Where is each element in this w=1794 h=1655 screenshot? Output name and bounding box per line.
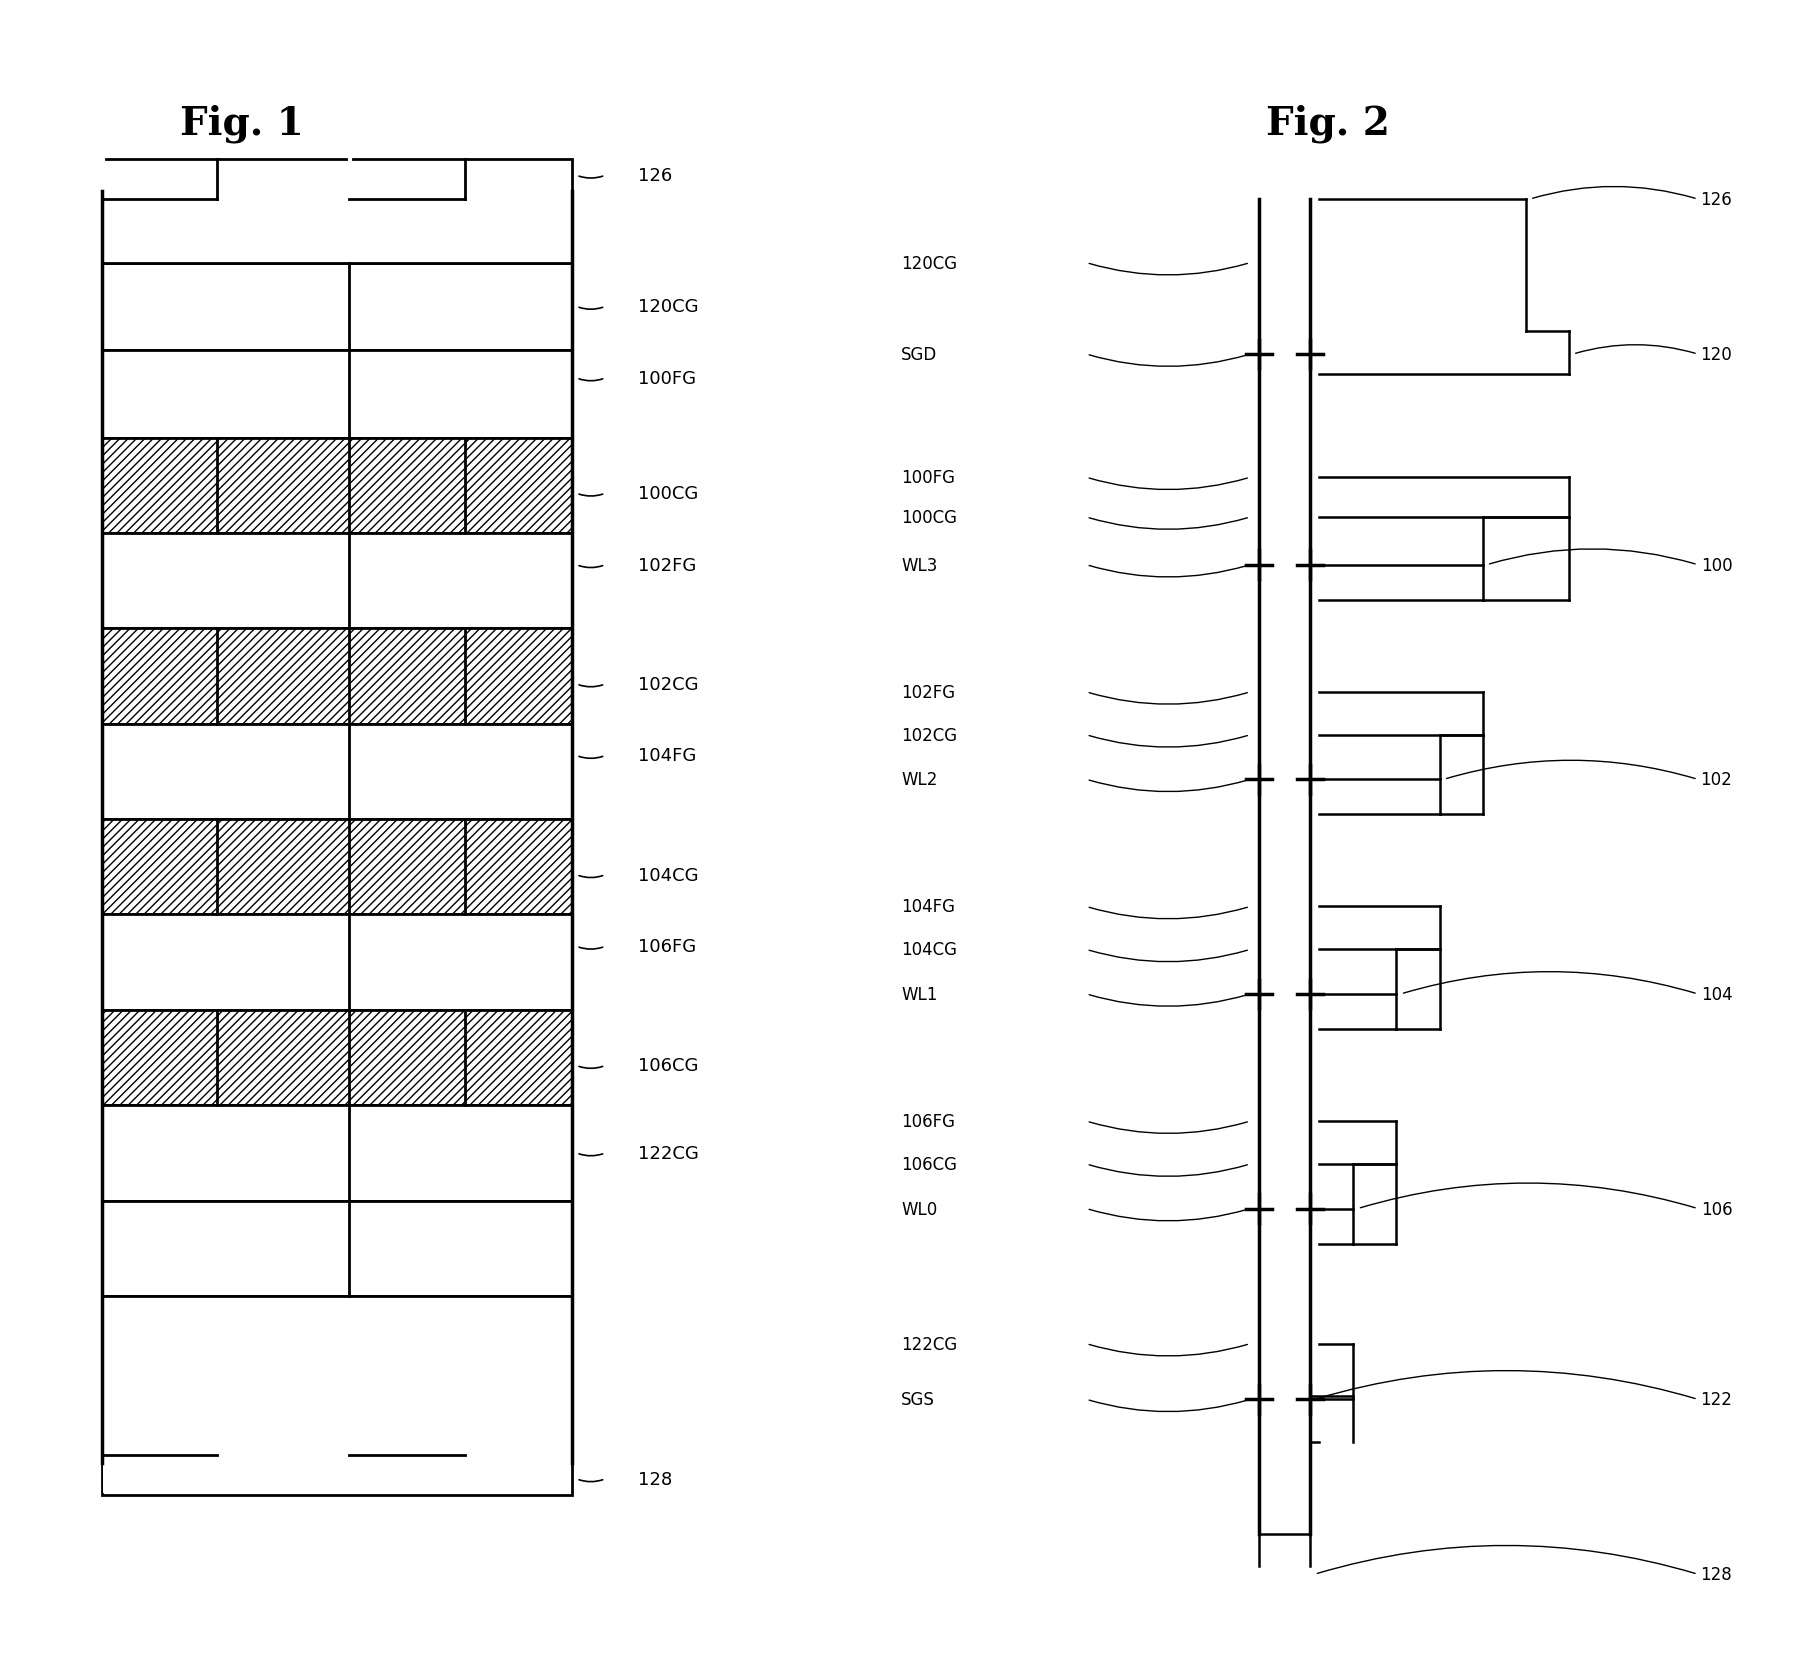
Text: WL3: WL3 — [901, 556, 938, 574]
Text: 122CG: 122CG — [639, 1144, 700, 1162]
FancyBboxPatch shape — [102, 915, 572, 1010]
FancyBboxPatch shape — [102, 161, 572, 263]
FancyBboxPatch shape — [102, 1010, 572, 1106]
Text: 100CG: 100CG — [639, 485, 698, 503]
FancyBboxPatch shape — [102, 351, 572, 439]
Text: SGS: SGS — [901, 1390, 935, 1408]
Text: 102: 102 — [1701, 771, 1733, 789]
Text: 104CG: 104CG — [901, 940, 958, 958]
FancyBboxPatch shape — [102, 725, 572, 819]
Text: 104: 104 — [1701, 985, 1733, 1003]
Text: 104CG: 104CG — [639, 866, 700, 884]
Text: 128: 128 — [1701, 1566, 1733, 1584]
FancyBboxPatch shape — [350, 1455, 465, 1493]
Text: 100: 100 — [1701, 556, 1733, 574]
FancyBboxPatch shape — [102, 1296, 572, 1494]
Text: 106CG: 106CG — [901, 1155, 958, 1173]
Text: 120CG: 120CG — [639, 298, 700, 316]
Text: 102FG: 102FG — [901, 684, 956, 702]
Text: 104FG: 104FG — [901, 899, 956, 915]
Text: 106CG: 106CG — [639, 1058, 698, 1074]
Text: SGD: SGD — [901, 346, 938, 364]
Text: 100FG: 100FG — [901, 468, 956, 487]
FancyBboxPatch shape — [350, 162, 465, 200]
FancyBboxPatch shape — [102, 1106, 572, 1202]
Text: 122CG: 122CG — [901, 1336, 958, 1352]
FancyBboxPatch shape — [102, 162, 217, 200]
Text: 120CG: 120CG — [901, 255, 958, 273]
Text: Fig. 1: Fig. 1 — [181, 104, 303, 142]
Text: 102CG: 102CG — [639, 675, 700, 693]
Text: 102CG: 102CG — [901, 727, 958, 745]
Text: 106: 106 — [1701, 1200, 1733, 1218]
Text: 106FG: 106FG — [639, 938, 696, 955]
Text: 126: 126 — [1701, 190, 1733, 209]
Text: WL2: WL2 — [901, 771, 938, 789]
Text: 100FG: 100FG — [639, 369, 696, 387]
FancyBboxPatch shape — [102, 263, 572, 351]
Text: WL1: WL1 — [901, 985, 938, 1003]
Text: 102FG: 102FG — [639, 556, 696, 574]
Text: 126: 126 — [639, 167, 673, 185]
FancyBboxPatch shape — [102, 1455, 217, 1493]
Text: 106FG: 106FG — [901, 1112, 956, 1130]
Text: 122: 122 — [1701, 1390, 1733, 1408]
Text: WL0: WL0 — [901, 1200, 938, 1218]
Text: 100CG: 100CG — [901, 508, 958, 526]
FancyBboxPatch shape — [102, 439, 572, 533]
Text: Fig. 2: Fig. 2 — [1265, 104, 1390, 142]
FancyBboxPatch shape — [102, 629, 572, 725]
Text: 104FG: 104FG — [639, 746, 696, 765]
Text: 120: 120 — [1701, 346, 1733, 364]
FancyBboxPatch shape — [102, 533, 572, 629]
FancyBboxPatch shape — [102, 1202, 572, 1296]
Text: 128: 128 — [639, 1470, 673, 1488]
FancyBboxPatch shape — [102, 819, 572, 915]
